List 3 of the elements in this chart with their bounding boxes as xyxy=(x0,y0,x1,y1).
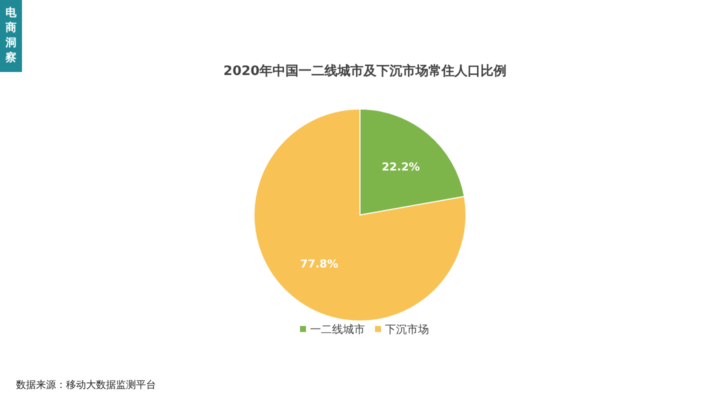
annotation: 电商洞察 xyxy=(6,6,16,64)
title: 2020年中国一二线城市及下沉市场常住人口比例 xyxy=(223,64,507,79)
annotation: 数据来源：移动大数据监测平台 xyxy=(16,380,156,391)
